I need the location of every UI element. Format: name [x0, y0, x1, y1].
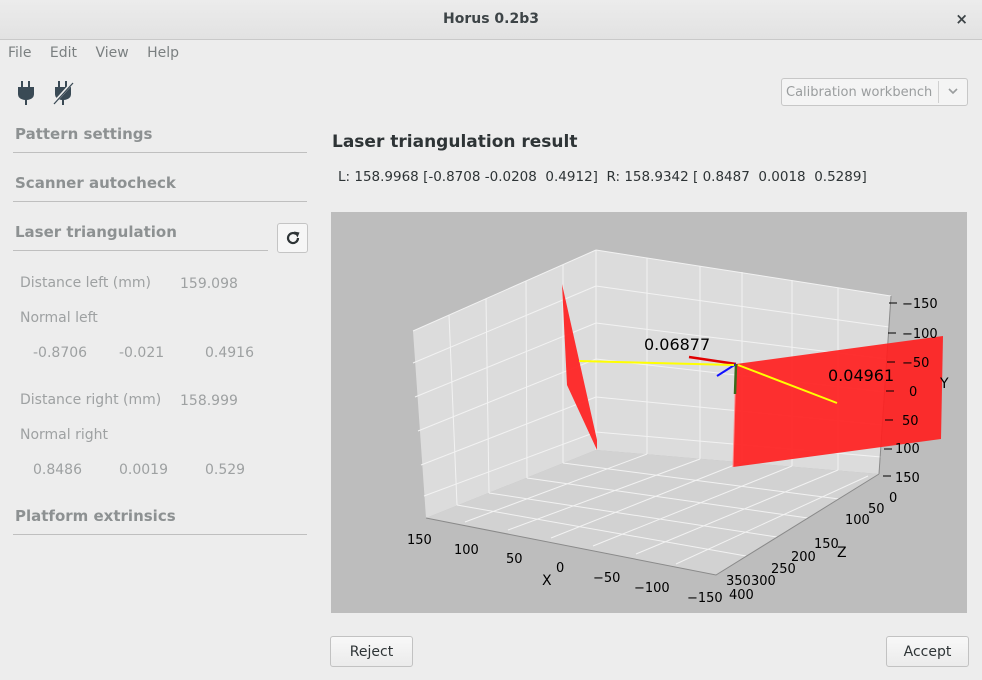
result-values: L: 158.9968 [-0.8708 -0.0208 0.4912] R: … — [338, 169, 867, 185]
normal-left-z: 0.4916 — [205, 345, 254, 361]
frame-y-axis — [733, 363, 738, 395]
normal-left-label: Normal left — [20, 310, 98, 326]
divider — [13, 250, 268, 251]
accept-button[interactable]: Accept — [886, 636, 969, 667]
y-tick: 100 — [895, 442, 920, 457]
y-tick: −100 — [902, 327, 938, 342]
section-scanner-autocheck[interactable]: Scanner autocheck — [15, 174, 176, 192]
combo-divider — [938, 81, 939, 103]
normal-right-z: 0.529 — [205, 462, 246, 478]
title-bar: Horus 0.2b3 × — [0, 0, 982, 40]
distance-right-value: 158.999 — [180, 393, 238, 409]
frame-x-axis — [688, 355, 737, 366]
menu-view[interactable]: View — [95, 45, 129, 61]
menu-edit[interactable]: Edit — [49, 45, 78, 61]
triangulation-3d-plot[interactable]: 0.06877 0.04961 150 100 50 0 −50 −100 −1… — [331, 212, 967, 613]
x-tick: 0 — [556, 561, 564, 576]
divider — [13, 152, 307, 153]
y-tick: 50 — [902, 414, 919, 429]
plot-canvas: 0.06877 0.04961 150 100 50 0 −50 −100 −1… — [407, 249, 949, 606]
chevron-down-icon — [948, 88, 958, 95]
result-title: Laser triangulation result — [332, 132, 578, 152]
z-tick: 350 — [726, 574, 751, 589]
workbench-select[interactable]: Calibration workbench — [781, 78, 968, 106]
x-tick: −100 — [634, 581, 670, 596]
z-tick: 200 — [791, 550, 816, 565]
left-laser-plane — [562, 284, 597, 450]
distance-right-label: Distance right (mm) — [20, 392, 162, 408]
normal-right-y: 0.0019 — [119, 462, 168, 478]
left-distance-line — [578, 360, 735, 366]
window-title: Horus 0.2b3 — [443, 11, 539, 27]
section-laser-triangulation[interactable]: Laser triangulation — [15, 223, 177, 241]
z-tick: 250 — [771, 562, 796, 577]
normal-left-y: -0.021 — [119, 345, 165, 361]
z-tick: 100 — [845, 513, 870, 528]
normal-right-label: Normal right — [20, 427, 108, 443]
y-tick: −150 — [902, 297, 938, 312]
x-tick: 100 — [454, 543, 479, 558]
normal-left-x: -0.8706 — [33, 345, 88, 361]
right-distance-line — [737, 364, 838, 404]
refresh-button[interactable] — [277, 223, 308, 253]
refresh-icon — [286, 231, 300, 245]
z-tick: 150 — [814, 537, 839, 552]
divider — [13, 201, 307, 202]
z-tick: 0 — [889, 491, 897, 506]
x-tick: −50 — [593, 571, 620, 586]
frame-z-axis — [716, 363, 737, 377]
z-axis-label: Z — [837, 545, 847, 561]
reject-button[interactable]: Reject — [330, 636, 413, 667]
plug-icon[interactable] — [15, 80, 37, 106]
menu-help[interactable]: Help — [147, 45, 180, 61]
workbench-select-value: Calibration workbench — [786, 85, 933, 100]
y-tick: 150 — [895, 471, 920, 486]
normal-right-x: 0.8486 — [33, 462, 82, 478]
section-platform-extrinsics[interactable]: Platform extrinsics — [15, 507, 176, 525]
y-axis-label: Y — [939, 376, 949, 392]
section-pattern-settings[interactable]: Pattern settings — [15, 125, 153, 143]
z-tick: 300 — [751, 574, 776, 589]
x-tick: −150 — [687, 591, 723, 606]
y-tick: −50 — [902, 356, 929, 371]
y-tick: 0 — [909, 385, 917, 400]
z-tick: 400 — [729, 588, 754, 603]
menu-bar: File Edit View Help — [8, 45, 193, 61]
z-tick: 50 — [868, 502, 885, 517]
distance-left-label: Distance left (mm) — [20, 275, 151, 291]
plug-slash-icon[interactable] — [51, 80, 75, 106]
right-laser-plane — [733, 336, 943, 467]
divider — [13, 534, 307, 535]
close-icon[interactable]: × — [955, 10, 968, 28]
x-tick: 50 — [506, 552, 523, 567]
menu-file[interactable]: File — [8, 45, 32, 61]
distance-left-value: 159.098 — [180, 276, 238, 292]
y-tick-marks — [883, 302, 897, 477]
x-axis-label: X — [542, 573, 552, 589]
x-tick: 150 — [407, 533, 432, 548]
annotation-left: 0.06877 — [644, 335, 710, 354]
annotation-right: 0.04961 — [828, 366, 894, 385]
